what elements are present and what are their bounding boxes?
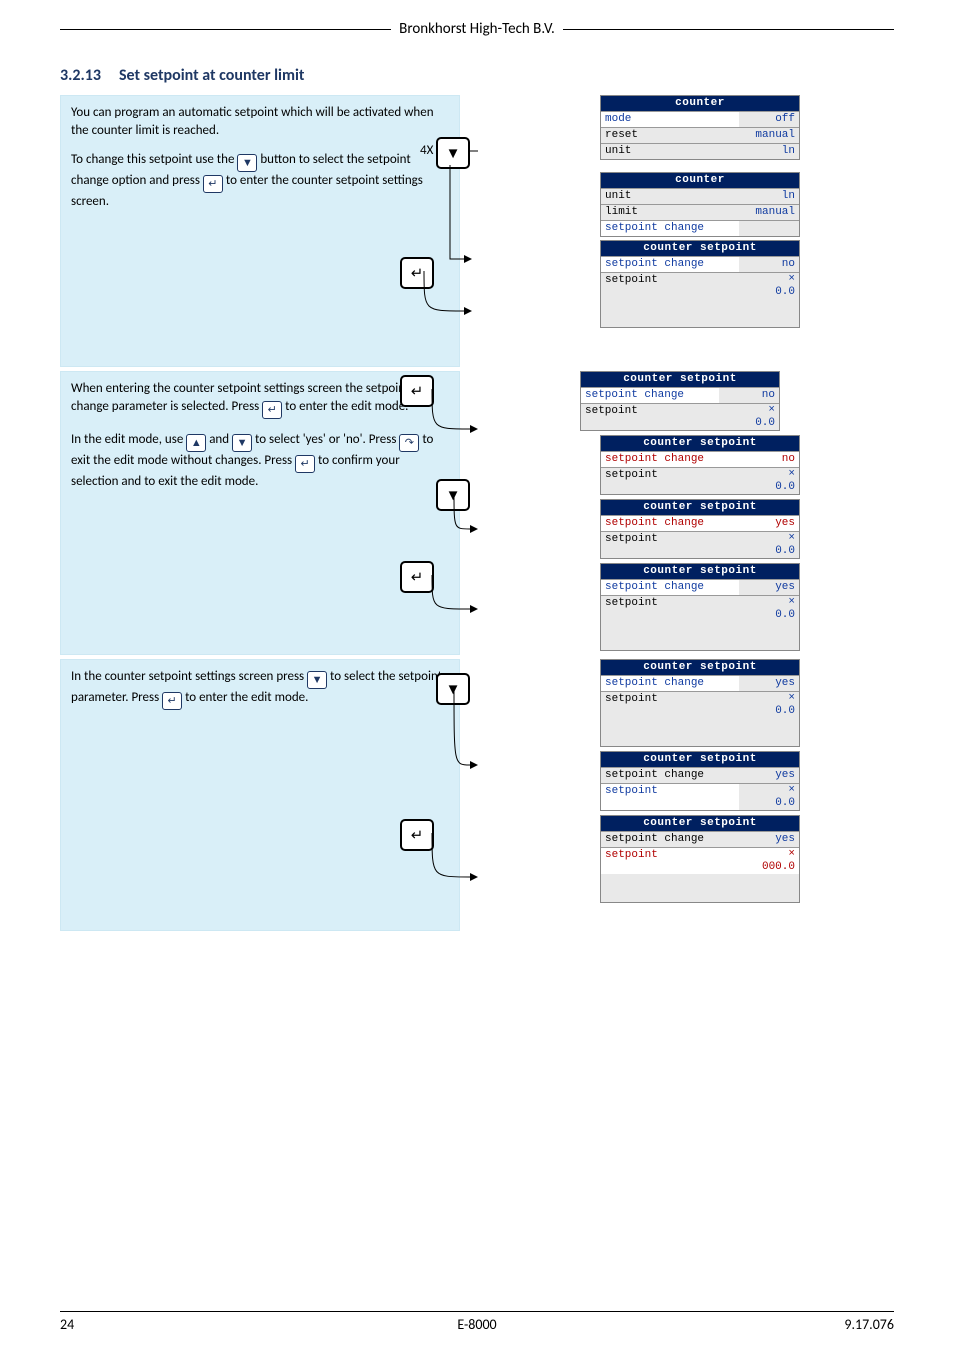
enter-icon: ↵: [295, 455, 315, 473]
b2-p2: In the edit mode, use ▲ and ▼ to select …: [71, 431, 449, 491]
company-name: Bronkhorst High-Tech B.V.: [391, 20, 563, 38]
b3-p1: In the counter setpoint settings screen …: [71, 668, 449, 710]
section-title: Set setpoint at counter limit: [119, 66, 304, 85]
lcd-s3b: counter setpoint setpoint changeyes setp…: [600, 751, 800, 811]
lcd-s2b: counter setpoint setpoint changeno setpo…: [600, 435, 800, 495]
lcd-title: counter: [601, 173, 799, 188]
enter-icon: ↵: [162, 692, 182, 710]
enter-icon: ↵: [203, 175, 223, 193]
page-footer: 24 E-8000 9.17.076: [60, 1311, 894, 1333]
lcd-s3c: counter setpoint setpoint changeyes setp…: [600, 815, 800, 903]
lcd-s1c: counter setpoint setpoint changeno setpo…: [600, 240, 800, 328]
section-heading: 3.2.13 Set setpoint at counter limit: [60, 66, 894, 85]
lcd-s2c: counter setpoint setpoint changeyes setp…: [600, 499, 800, 559]
b1-p2: To change this setpoint use the ▼ button…: [71, 151, 449, 211]
down-icon: ▼: [232, 434, 252, 452]
lcd-title: counter: [601, 96, 799, 111]
lcd-title: counter setpoint: [601, 241, 799, 256]
instruction-block-3: In the counter setpoint settings screen …: [60, 659, 460, 931]
down-icon: ▼: [237, 154, 257, 172]
lcd-s2d: counter setpoint setpoint changeyes setp…: [600, 563, 800, 651]
enter-icon: ↵: [262, 401, 282, 419]
header-rule: Bronkhorst High-Tech B.V.: [60, 20, 894, 38]
page-number: 24: [60, 1316, 338, 1333]
doc-code: E-8000: [338, 1316, 616, 1333]
b2-p1: When entering the counter setpoint setti…: [71, 380, 449, 419]
up-icon: ▲: [186, 434, 206, 452]
instruction-block-1: You can program an automatic setpoint wh…: [60, 95, 460, 367]
down-icon: ▼: [307, 671, 327, 689]
screens-block-3: ▼ ↵ counter setpoint setpoint changeyes …: [460, 659, 894, 931]
instruction-block-2: When entering the counter setpoint setti…: [60, 371, 460, 655]
lcd-s2a: counter setpoint setpoint changeno setpo…: [580, 371, 780, 431]
screens-block-1: 4X ▼ ↵ counter modeoff resetmanual unitl…: [460, 95, 894, 367]
b1-p1: You can program an automatic setpoint wh…: [71, 104, 449, 139]
lcd-s1: counter modeoff resetmanual unitln: [600, 95, 800, 160]
lcd-s1b: counter unitln limitmanual setpoint chan…: [600, 172, 800, 237]
lcd-s3a: counter setpoint setpoint changeyes setp…: [600, 659, 800, 747]
doc-version: 9.17.076: [616, 1316, 894, 1333]
screens-block-2: ↵ ▼ ↵ counter setpoint setpoint changeno…: [460, 371, 894, 655]
section-number: 3.2.13: [60, 66, 101, 85]
